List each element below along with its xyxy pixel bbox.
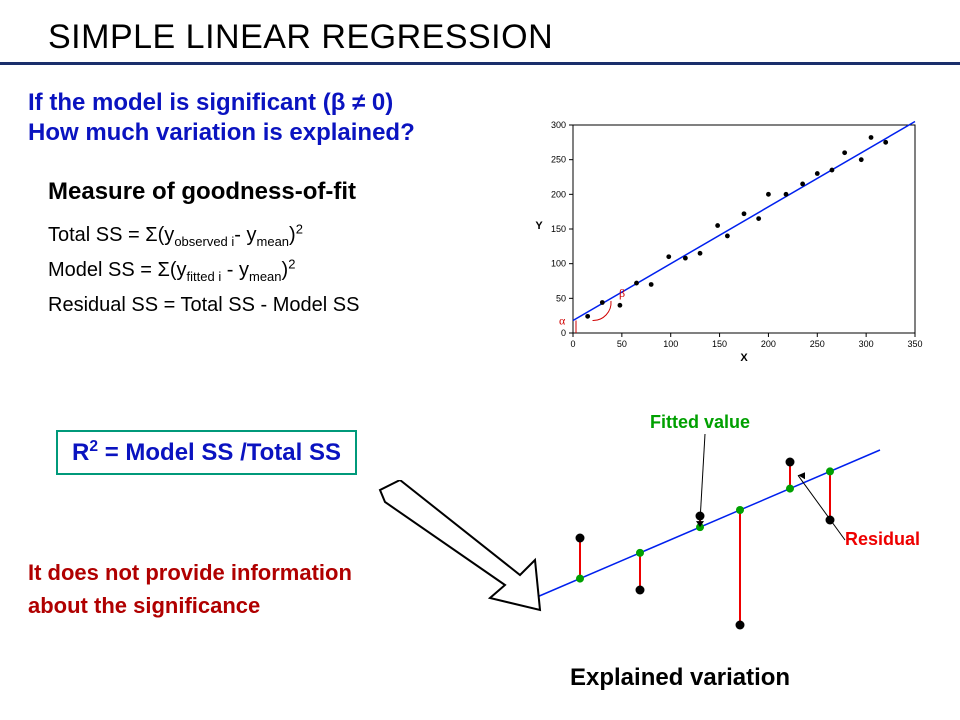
intro-line1: If the model is significant (β ≠ 0) bbox=[28, 89, 393, 116]
svg-text:50: 50 bbox=[556, 293, 566, 303]
eq-model-sq: 2 bbox=[288, 256, 295, 271]
svg-text:0: 0 bbox=[570, 339, 575, 349]
eq-total: Total SS = Σ(yobserved i- ymean)2 bbox=[48, 218, 359, 253]
eq-model: Model SS = Σ(yfitted i - ymean)2 bbox=[48, 253, 359, 288]
svg-text:250: 250 bbox=[551, 155, 566, 165]
significance-note: It does not provide information about th… bbox=[28, 556, 352, 622]
eq-model-sub2: mean bbox=[249, 269, 282, 284]
eq-total-sub2: mean bbox=[257, 234, 290, 249]
svg-text:300: 300 bbox=[859, 339, 874, 349]
svg-text:150: 150 bbox=[551, 224, 566, 234]
svg-text:200: 200 bbox=[551, 189, 566, 199]
intro-line2: How much variation is explained? bbox=[28, 119, 415, 146]
eq-total-mid: - y bbox=[234, 224, 256, 246]
svg-text:150: 150 bbox=[712, 339, 727, 349]
svg-text:Fitted value: Fitted value bbox=[650, 412, 750, 432]
equations-block: Total SS = Σ(yobserved i- ymean)2 Model … bbox=[48, 218, 359, 322]
title-rule bbox=[0, 62, 960, 65]
note-line2: about the significance bbox=[28, 593, 260, 618]
arrow-icon bbox=[370, 480, 550, 620]
svg-text:Residual: Residual bbox=[845, 529, 920, 549]
eq-model-prefix: Model SS = Σ(y bbox=[48, 259, 187, 281]
svg-text:0: 0 bbox=[561, 328, 566, 338]
r2-prefix: R bbox=[72, 439, 89, 466]
goodness-heading: Measure of goodness-of-fit bbox=[48, 178, 356, 206]
r2-sup: 2 bbox=[89, 438, 98, 455]
svg-text:β: β bbox=[619, 286, 625, 300]
note-line1: It does not provide information bbox=[28, 560, 352, 585]
r2-suffix: = Model SS /Total SS bbox=[98, 439, 341, 466]
eq-total-sq: 2 bbox=[296, 221, 303, 236]
svg-text:50: 50 bbox=[617, 339, 627, 349]
eq-residual: Residual SS = Total SS - Model SS bbox=[48, 288, 359, 322]
explained-variation-label: Explained variation bbox=[570, 664, 790, 692]
r2-formula-box: R2 = Model SS /Total SS bbox=[56, 430, 357, 475]
svg-text:350: 350 bbox=[907, 339, 922, 349]
svg-text:α: α bbox=[559, 314, 566, 328]
residuals-diagram: Fitted value Residual bbox=[500, 410, 940, 660]
eq-model-sub1: fitted i bbox=[187, 269, 222, 284]
page-title: SIMPLE LINEAR REGRESSION bbox=[48, 18, 553, 57]
svg-text:100: 100 bbox=[551, 259, 566, 269]
scatter-chart: 0 50 100 150 200 250 300 350 0 50 100 150 200 250 300 X… bbox=[525, 115, 925, 365]
svg-text:Y: Y bbox=[535, 220, 543, 232]
svg-text:100: 100 bbox=[663, 339, 678, 349]
eq-total-sub1: observed i bbox=[174, 234, 234, 249]
svg-text:X: X bbox=[740, 352, 748, 364]
svg-text:300: 300 bbox=[551, 120, 566, 130]
svg-text:250: 250 bbox=[810, 339, 825, 349]
eq-total-suffix: ) bbox=[289, 224, 296, 246]
eq-total-prefix: Total SS = Σ(y bbox=[48, 224, 174, 246]
eq-model-mid: - y bbox=[221, 259, 249, 281]
intro-text: If the model is significant (β ≠ 0) How … bbox=[28, 88, 415, 148]
svg-text:200: 200 bbox=[761, 339, 776, 349]
